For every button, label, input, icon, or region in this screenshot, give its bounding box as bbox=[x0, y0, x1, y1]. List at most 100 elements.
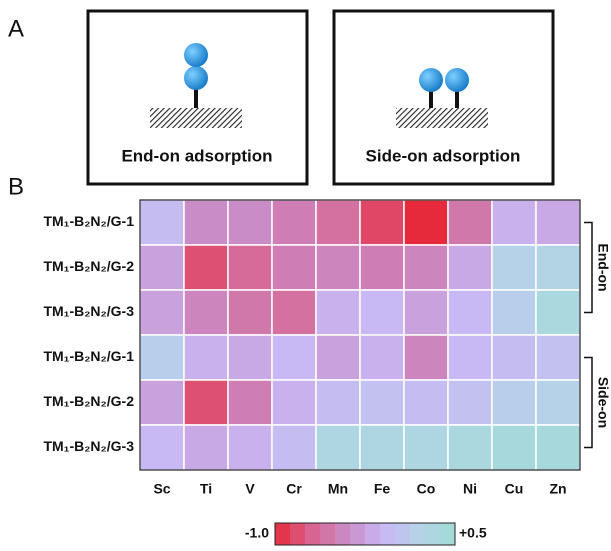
colorbar-cell bbox=[275, 523, 291, 545]
heat-cell bbox=[448, 335, 492, 380]
group-bracket bbox=[584, 223, 592, 313]
colorbar-cell bbox=[380, 523, 396, 545]
heat-cell bbox=[316, 200, 360, 245]
y-tick-label: TM₁-B₂N₂/G-2 bbox=[43, 393, 134, 409]
figure: A B End-on adsorption Side-on adsorption… bbox=[0, 0, 611, 551]
heat-cell bbox=[140, 200, 184, 245]
heat-cell bbox=[448, 290, 492, 335]
heat-cell bbox=[404, 245, 448, 290]
heat-cell bbox=[228, 425, 272, 470]
heat-cell bbox=[448, 425, 492, 470]
x-tick-label: Ni bbox=[463, 481, 477, 497]
heat-cell bbox=[360, 290, 404, 335]
heat-cell bbox=[272, 290, 316, 335]
heat-cell bbox=[140, 245, 184, 290]
heat-cell bbox=[228, 335, 272, 380]
heat-cell bbox=[316, 380, 360, 425]
x-tick-label: Cu bbox=[505, 481, 524, 497]
x-tick-label: Ti bbox=[200, 481, 212, 497]
y-tick-label: TM₁-B₂N₂/G-2 bbox=[43, 258, 134, 274]
heat-cell bbox=[316, 290, 360, 335]
y-tick-label: TM₁-B₂N₂/G-1 bbox=[43, 213, 134, 229]
heat-cell bbox=[184, 290, 228, 335]
heat-cell bbox=[492, 245, 536, 290]
group-label: Side-on bbox=[595, 377, 611, 428]
heat-cell bbox=[492, 335, 536, 380]
heat-cell bbox=[184, 335, 228, 380]
x-tick-label: Cr bbox=[286, 481, 302, 497]
heat-cell bbox=[140, 380, 184, 425]
heat-cell bbox=[272, 425, 316, 470]
heat-cell bbox=[448, 200, 492, 245]
heat-cell bbox=[404, 425, 448, 470]
colorbar-cell bbox=[320, 523, 336, 545]
heat-cell bbox=[536, 425, 580, 470]
heat-cell bbox=[316, 245, 360, 290]
heat-cell bbox=[492, 425, 536, 470]
x-tick-label: V bbox=[245, 481, 255, 497]
heat-cell bbox=[448, 380, 492, 425]
heat-cell bbox=[184, 200, 228, 245]
colorbar-cell bbox=[440, 523, 456, 545]
y-tick-label: TM₁-B₂N₂/G-3 bbox=[43, 303, 134, 319]
heat-cell bbox=[492, 290, 536, 335]
colorbar-cell bbox=[365, 523, 381, 545]
heat-cell bbox=[140, 290, 184, 335]
heat-cell bbox=[404, 290, 448, 335]
heat-cell bbox=[140, 425, 184, 470]
colorbar-tick-label: +0.5 bbox=[459, 525, 487, 541]
heat-cell bbox=[184, 380, 228, 425]
colorbar-cell bbox=[425, 523, 441, 545]
group-label: End-on bbox=[595, 243, 611, 291]
heat-cell bbox=[228, 200, 272, 245]
caption: Side-on adsorption bbox=[366, 146, 521, 165]
caption: End-on adsorption bbox=[121, 146, 272, 165]
side-on-schematic: Side-on adsorption bbox=[334, 11, 553, 184]
group-bracket bbox=[584, 358, 592, 448]
heat-cell bbox=[316, 425, 360, 470]
heat-cell bbox=[360, 380, 404, 425]
colorbar-cell bbox=[410, 523, 426, 545]
heat-cell bbox=[536, 380, 580, 425]
heat-cell bbox=[272, 200, 316, 245]
colorbar-cell bbox=[290, 523, 306, 545]
heat-cell bbox=[184, 245, 228, 290]
panel-label: B bbox=[8, 173, 24, 200]
heat-cell bbox=[536, 335, 580, 380]
heat-cell bbox=[536, 245, 580, 290]
heat-cell bbox=[360, 245, 404, 290]
colorbar-tick-label: -1.0 bbox=[245, 525, 269, 541]
y-tick-label: TM₁-B₂N₂/G-3 bbox=[43, 438, 134, 454]
heat-cell bbox=[228, 290, 272, 335]
heat-cell bbox=[360, 200, 404, 245]
heat-cell bbox=[228, 380, 272, 425]
colorbar-cell bbox=[395, 523, 411, 545]
heat-cell bbox=[360, 425, 404, 470]
heat-cell bbox=[404, 200, 448, 245]
x-tick-label: Co bbox=[417, 481, 436, 497]
y-tick-label: TM₁-B₂N₂/G-1 bbox=[43, 348, 134, 364]
heat-cell bbox=[536, 290, 580, 335]
colorbar-cell bbox=[350, 523, 366, 545]
heat-cell bbox=[360, 335, 404, 380]
colorbar-cell bbox=[335, 523, 351, 545]
heat-cell bbox=[404, 335, 448, 380]
heat-cell bbox=[272, 245, 316, 290]
heat-cell bbox=[492, 200, 536, 245]
end-on-schematic: End-on adsorption bbox=[88, 11, 307, 184]
heat-cell bbox=[536, 200, 580, 245]
heat-cell bbox=[272, 380, 316, 425]
x-tick-label: Zn bbox=[549, 481, 566, 497]
panel-label: A bbox=[8, 15, 24, 42]
heat-cell bbox=[184, 425, 228, 470]
heat-cell bbox=[448, 245, 492, 290]
heat-cell bbox=[272, 335, 316, 380]
colorbar-cell bbox=[305, 523, 321, 545]
heat-cell bbox=[316, 335, 360, 380]
x-tick-label: Fe bbox=[374, 481, 391, 497]
x-tick-label: Sc bbox=[153, 481, 170, 497]
heat-cell bbox=[404, 380, 448, 425]
heat-cell bbox=[228, 245, 272, 290]
x-tick-label: Mn bbox=[328, 481, 348, 497]
heat-cell bbox=[140, 335, 184, 380]
